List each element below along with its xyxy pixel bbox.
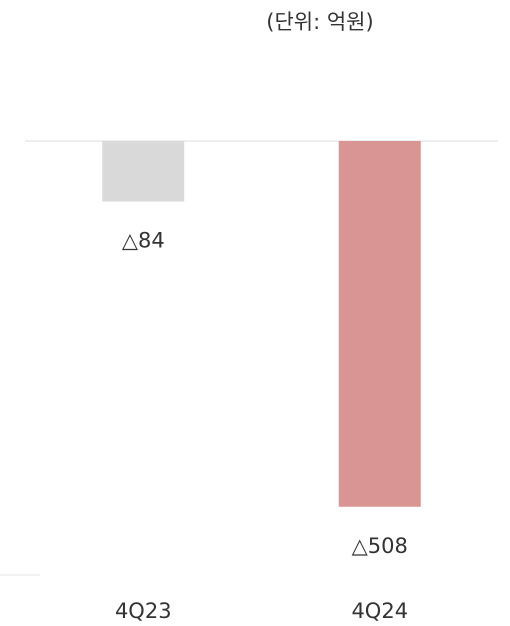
x-tick-label: 4Q24 <box>351 599 408 623</box>
value-label: △84 <box>122 228 165 252</box>
x-tick-label: 4Q23 <box>115 599 172 623</box>
value-label: △508 <box>352 534 408 558</box>
bar <box>338 141 421 507</box>
unit-label: (단위: 억원) <box>266 10 373 34</box>
bar <box>102 141 185 202</box>
